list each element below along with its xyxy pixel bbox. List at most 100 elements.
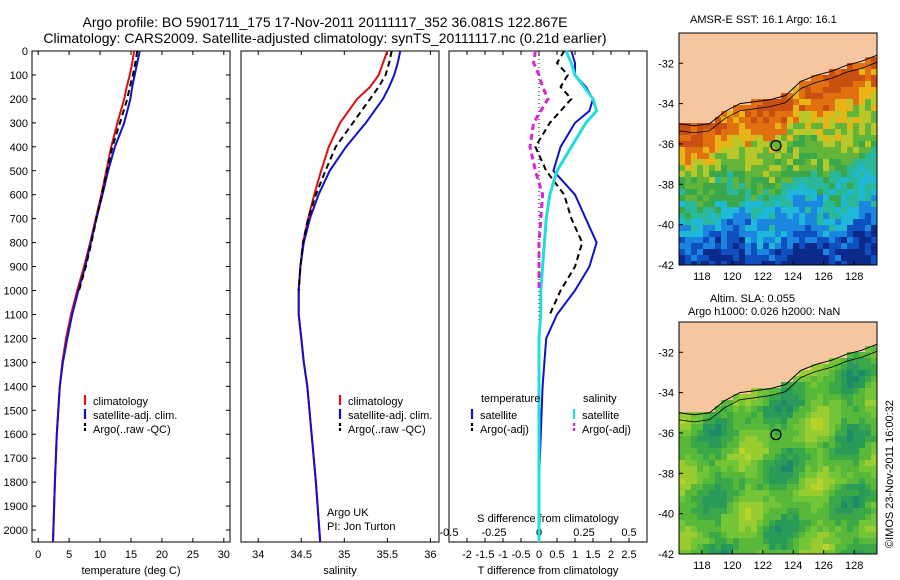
map-cell [811, 141, 818, 148]
map-cell [841, 93, 848, 100]
map-cell [793, 177, 800, 184]
map-cell [709, 442, 716, 449]
map-cell [793, 430, 800, 437]
map-cell [817, 165, 824, 172]
map-cell [823, 406, 830, 413]
map-cell [859, 406, 866, 413]
map-cell [769, 442, 776, 449]
map-cell [805, 454, 812, 461]
map-cell [847, 201, 854, 208]
top-tick-label: -0.25 [481, 527, 506, 539]
map-cell [781, 249, 788, 256]
map-cell [811, 159, 818, 166]
map-cell [829, 502, 836, 509]
map-cell [847, 105, 854, 112]
y-tick-label: 300 [10, 118, 28, 130]
map-cell [775, 466, 782, 473]
map-cell [847, 532, 854, 539]
map-cell [871, 243, 877, 250]
map-cell [823, 111, 830, 118]
map-cell [721, 454, 728, 461]
y-tick-label: 800 [10, 238, 28, 250]
map-cell [685, 201, 692, 208]
map-cell [721, 207, 728, 214]
map-cell [793, 496, 800, 503]
map-cell [835, 400, 842, 407]
map-cell [865, 430, 872, 437]
map-cell [727, 201, 734, 208]
map-cell [847, 508, 854, 515]
map-cell [835, 69, 842, 76]
map-cell [859, 129, 866, 136]
map-cell [787, 99, 794, 106]
map-cell [691, 442, 698, 449]
map-cell [751, 526, 758, 533]
map-cell [829, 484, 836, 491]
map-cell [763, 243, 770, 250]
map-cell [859, 538, 866, 545]
map-cell [727, 418, 734, 425]
map-cell [811, 478, 818, 485]
map-cell [853, 105, 860, 112]
map-cell [793, 99, 800, 106]
map-cell [859, 466, 866, 473]
map-cell [859, 165, 866, 172]
map-cell [805, 183, 812, 190]
map-cell [847, 81, 854, 88]
map-cell [823, 526, 830, 533]
map-cell [715, 135, 722, 142]
map-cell [691, 141, 698, 148]
y-tick-label: 700 [10, 214, 28, 226]
map-cell [805, 466, 812, 473]
map-cell [823, 195, 830, 202]
map-cell [823, 388, 830, 395]
map-cell [721, 165, 728, 172]
map-cell [781, 544, 788, 551]
map-cell [679, 460, 686, 467]
map-cell [769, 484, 776, 491]
map-cell [769, 478, 776, 485]
map-cell [775, 189, 782, 196]
map-cell [721, 490, 728, 497]
map-cell [697, 526, 704, 533]
map-cell [733, 490, 740, 497]
map-cell [859, 550, 866, 554]
map-cell [793, 502, 800, 509]
map-cell [691, 508, 698, 515]
map-cell [799, 231, 806, 238]
map-cell [859, 207, 866, 214]
map-cell [835, 189, 842, 196]
map-cell [817, 255, 824, 262]
map-cell [793, 478, 800, 485]
map-cell [751, 538, 758, 545]
map-cell [817, 514, 824, 521]
map-cell [715, 514, 722, 521]
map-cell [679, 177, 686, 184]
map-cell [793, 436, 800, 443]
map-cell [847, 177, 854, 184]
map-cell [853, 508, 860, 515]
map-cell [679, 255, 686, 262]
map-cell [871, 490, 877, 497]
map-cell [817, 219, 824, 226]
map-cell [685, 153, 692, 160]
map-cell [859, 195, 866, 202]
map-cell [715, 177, 722, 184]
map-cell [811, 213, 818, 220]
map-cell [763, 388, 770, 395]
map-cell [745, 526, 752, 533]
map-cell [859, 388, 866, 395]
map-cell [697, 544, 704, 551]
map-cell [835, 207, 842, 214]
map-cell [853, 129, 860, 136]
map-cell [871, 448, 877, 455]
map-cell [739, 502, 746, 509]
map-cell [853, 201, 860, 208]
map-cell [871, 249, 877, 256]
map-cell [829, 436, 836, 443]
map-cell [823, 105, 830, 112]
map-cell [745, 183, 752, 190]
map-cell [871, 472, 877, 479]
map-cell [811, 81, 818, 88]
map-cell [865, 141, 872, 148]
